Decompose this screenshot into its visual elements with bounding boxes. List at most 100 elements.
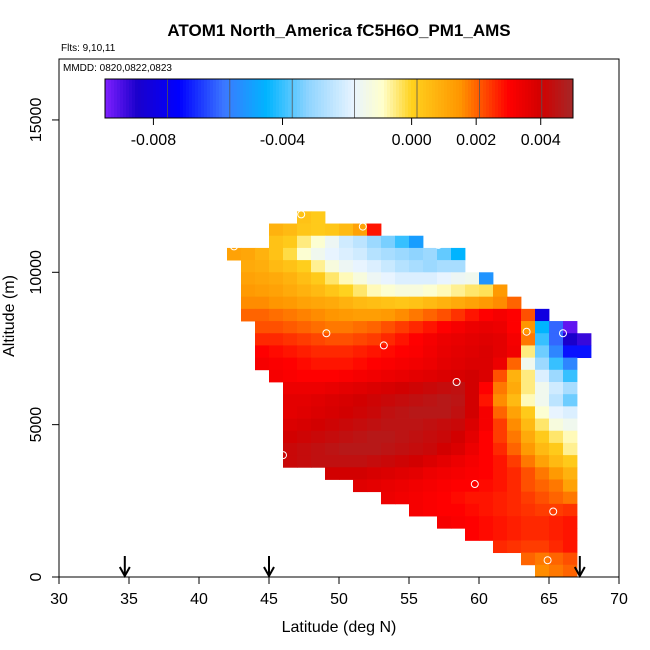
heatmap-cell [563,540,578,554]
heatmap-cell [563,321,578,334]
colorbar-strip [153,79,157,118]
heatmap-cell [451,284,466,298]
colorbar-strip [162,79,166,118]
x-tick-label: 45 [260,591,278,608]
heatmap-cell [269,333,284,346]
heatmap-cell [339,406,354,419]
colorbar-strip [177,79,181,118]
heatmap-cell [311,455,326,468]
heatmap-cell [549,491,564,505]
colorbar-strip [219,79,223,118]
heatmap-cell [493,528,508,541]
heatmap-cell [549,357,564,371]
heatmap-cell [437,333,452,346]
heatmap-cell [269,308,284,322]
heatmap-cell [493,381,508,395]
colorbar-strip [165,79,169,118]
heatmap-cell [437,345,452,359]
colorbar-strip [516,79,520,118]
heatmap-cell [479,516,494,529]
heatmap-cell [549,345,564,359]
heatmap-cell [269,369,284,383]
heatmap-cell [381,491,396,505]
heatmap-cell [423,369,438,383]
heatmap-cell [395,260,410,273]
heatmap-cell [395,455,410,468]
heatmap-cell [311,345,326,359]
heatmap-cell [241,296,256,310]
heatmap-cell [563,564,578,578]
heatmap-cell [479,381,494,395]
heatmap-cell [297,455,312,468]
heatmap-cell [465,430,480,444]
heatmap-cell [465,272,480,285]
heatmap-cell [339,223,354,237]
heatmap-cell [255,284,270,298]
colorbar-strip [567,79,571,118]
x-tick-label: 60 [470,591,488,608]
heatmap-cell [353,455,368,468]
heatmap-cell [549,406,564,419]
heatmap-cell [521,552,536,566]
heatmap-cell [283,333,298,346]
heatmap-cell [451,430,466,444]
heatmap-cell [311,308,326,322]
heatmap-cell [535,564,550,578]
heatmap-cell [395,333,410,346]
heatmap-cell [255,260,270,273]
colorbar-strip [207,79,211,118]
heatmap-cell [409,442,424,456]
heatmap-cell [395,467,410,480]
heatmap-cell [339,345,354,359]
colorbar-strip [273,79,277,118]
colorbar-strip [378,79,382,118]
heatmap-cell [325,369,340,383]
heatmap-cell [507,418,522,432]
x-tick-label: 35 [120,591,138,608]
heatmap-cell [535,345,550,359]
heatmap-cell [465,528,480,541]
colorbar-strip [465,79,469,118]
colorbar-strip [336,79,340,118]
heatmap-cell [521,418,536,432]
heatmap-cell [283,455,298,468]
heatmap-cell [311,272,326,285]
colorbar-strip [294,79,298,118]
colorbar-strip [471,79,475,118]
colorbar-strip [498,79,502,118]
colorbar-strip [522,79,526,118]
heatmap-cell [283,235,298,249]
heatmap-cell [521,406,536,419]
colorbar-strip [462,79,466,118]
heatmap-cell [451,467,466,480]
heatmap-cell [549,528,564,541]
heatmap-cell [535,406,550,419]
colorbar-strip [156,79,160,118]
heatmap-cell [507,357,522,371]
heatmap-cell [409,333,424,346]
heatmap-cell [507,369,522,383]
colorbar-strip [435,79,439,118]
heatmap-cell [409,235,424,249]
heatmap-cell [297,369,312,383]
heatmap-cell [283,272,298,285]
heatmap-cell [409,369,424,383]
heatmap-cell [507,540,522,554]
heatmap-cell [325,418,340,432]
heatmap-cell [423,308,438,322]
heatmap-cell [493,479,508,493]
colorbar-strip [426,79,430,118]
heatmap-cell [493,345,508,359]
heatmap-cell [577,333,592,346]
heatmap-cell [353,284,368,298]
heatmap-cell [451,479,466,493]
heatmap-cell [381,479,396,493]
heatmap-cell [283,223,298,237]
x-tick-label: 55 [400,591,418,608]
colorbar-strip [141,79,145,118]
flight-marker [297,210,306,219]
heatmap-cell [311,321,326,334]
heatmap-cell [563,369,578,383]
heatmap-cell [507,479,522,493]
heatmap-cell [353,247,368,261]
